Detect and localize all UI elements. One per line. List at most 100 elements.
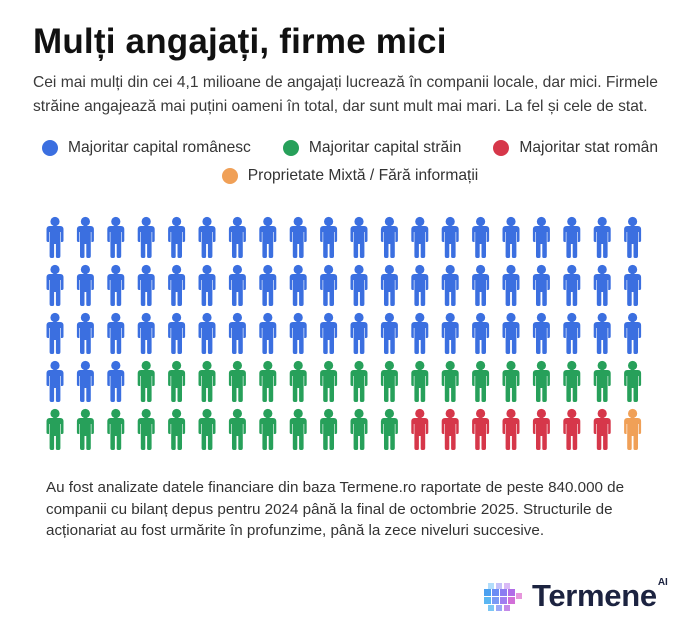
person-icon-foreign (46, 408, 64, 450)
termene-logo-icon (484, 583, 522, 611)
person-icon-foreign (532, 360, 550, 402)
person-icon-romanian (107, 312, 125, 354)
person-icon-romanian (320, 312, 338, 354)
chart-legend: Majoritar capital românesc Majoritar cap… (0, 134, 700, 190)
person-icon-romanian (289, 312, 307, 354)
person-icon-romanian (472, 216, 490, 258)
person-icon-romanian (624, 264, 642, 306)
person-icon-mixed (624, 408, 642, 450)
person-icon-foreign (593, 360, 611, 402)
person-icon-state (532, 408, 550, 450)
person-icon-romanian (46, 216, 64, 258)
person-icon-foreign (563, 360, 581, 402)
person-icon-romanian (472, 264, 490, 306)
person-icon-romanian (228, 216, 246, 258)
person-icon-romanian (532, 264, 550, 306)
person-icon-foreign (198, 408, 216, 450)
person-icon-foreign (441, 360, 459, 402)
legend-row-1: Majoritar capital românesc Majoritar cap… (0, 134, 700, 162)
person-icon-romanian (624, 216, 642, 258)
person-icon-romanian (624, 312, 642, 354)
person-icon-foreign (350, 408, 368, 450)
person-icon-romanian (228, 264, 246, 306)
person-icon-romanian (563, 216, 581, 258)
person-icon-romanian (198, 312, 216, 354)
person-icon-foreign (289, 408, 307, 450)
person-icon-romanian (46, 312, 64, 354)
person-icon-romanian (137, 216, 155, 258)
person-icon-romanian (593, 264, 611, 306)
person-icon-romanian (320, 264, 338, 306)
person-icon-romanian (380, 216, 398, 258)
legend-label-state: Majoritar stat român (519, 139, 659, 156)
person-icon-foreign (320, 360, 338, 402)
person-icon-romanian (46, 264, 64, 306)
person-icon-romanian (411, 312, 429, 354)
person-icon-state (593, 408, 611, 450)
person-icon-foreign (168, 360, 186, 402)
person-icon-romanian (198, 264, 216, 306)
person-icon-romanian (76, 216, 94, 258)
legend-label-romanian: Majoritar capital românesc (67, 139, 251, 156)
person-icon-romanian (259, 312, 277, 354)
person-icon-romanian (441, 264, 459, 306)
person-icon-romanian (107, 360, 125, 402)
person-icon-foreign (76, 408, 94, 450)
legend-row-2: Proprietate Mixtă / Fără informații (0, 162, 700, 190)
legend-item-state: Majoritar stat român (493, 139, 658, 157)
legend-item-romanian: Majoritar capital românesc (41, 139, 251, 157)
person-icon-foreign (259, 360, 277, 402)
page-subtitle: Cei mai mulți din cei 4,1 milioane de an… (33, 74, 658, 115)
person-icon-romanian (563, 312, 581, 354)
person-icon-foreign (472, 360, 490, 402)
person-icon-romanian (411, 216, 429, 258)
pictogram-chart (46, 216, 642, 450)
legend-item-mixed: Proprietate Mixtă / Fără informații (221, 167, 478, 185)
person-icon-romanian (259, 264, 277, 306)
person-icon-state (502, 408, 520, 450)
person-icon-foreign (380, 360, 398, 402)
person-icon-romanian (107, 264, 125, 306)
person-icon-romanian (532, 216, 550, 258)
person-icon-romanian (380, 312, 398, 354)
person-icon-foreign (107, 408, 125, 450)
person-icon-state (441, 408, 459, 450)
person-icon-foreign (137, 360, 155, 402)
logo-ai-mark: AI (657, 576, 668, 588)
person-icon-romanian (76, 312, 94, 354)
person-icon-romanian (380, 264, 398, 306)
person-icon-romanian (137, 312, 155, 354)
person-icon-romanian (593, 216, 611, 258)
page-title: Mulți angajați, firme mici (33, 22, 447, 61)
person-icon-romanian (137, 264, 155, 306)
person-icon-romanian (441, 216, 459, 258)
person-icon-state (563, 408, 581, 450)
person-icon-foreign (411, 360, 429, 402)
person-icon-foreign (228, 360, 246, 402)
legend-swatch-state (493, 140, 510, 156)
person-icon-romanian (350, 216, 368, 258)
person-icon-romanian (289, 264, 307, 306)
person-icon-romanian (168, 264, 186, 306)
person-icon-romanian (168, 312, 186, 354)
person-icon-romanian (46, 360, 64, 402)
person-icon-romanian (563, 264, 581, 306)
person-icon-state (472, 408, 490, 450)
person-icon-romanian (76, 264, 94, 306)
person-icon-romanian (320, 216, 338, 258)
person-icon-romanian (593, 312, 611, 354)
person-icon-foreign (320, 408, 338, 450)
person-icon-foreign (168, 408, 186, 450)
person-icon-foreign (624, 360, 642, 402)
legend-label-foreign: Majoritar capital străin (308, 139, 462, 156)
person-icon-foreign (350, 360, 368, 402)
person-icon-romanian (502, 312, 520, 354)
termene-logo: Termene AI (482, 576, 668, 614)
person-icon-foreign (502, 360, 520, 402)
person-icon-foreign (198, 360, 216, 402)
person-icon-romanian (472, 312, 490, 354)
person-icon-foreign (228, 408, 246, 450)
legend-swatch-romanian (41, 140, 58, 156)
person-icon-romanian (259, 216, 277, 258)
